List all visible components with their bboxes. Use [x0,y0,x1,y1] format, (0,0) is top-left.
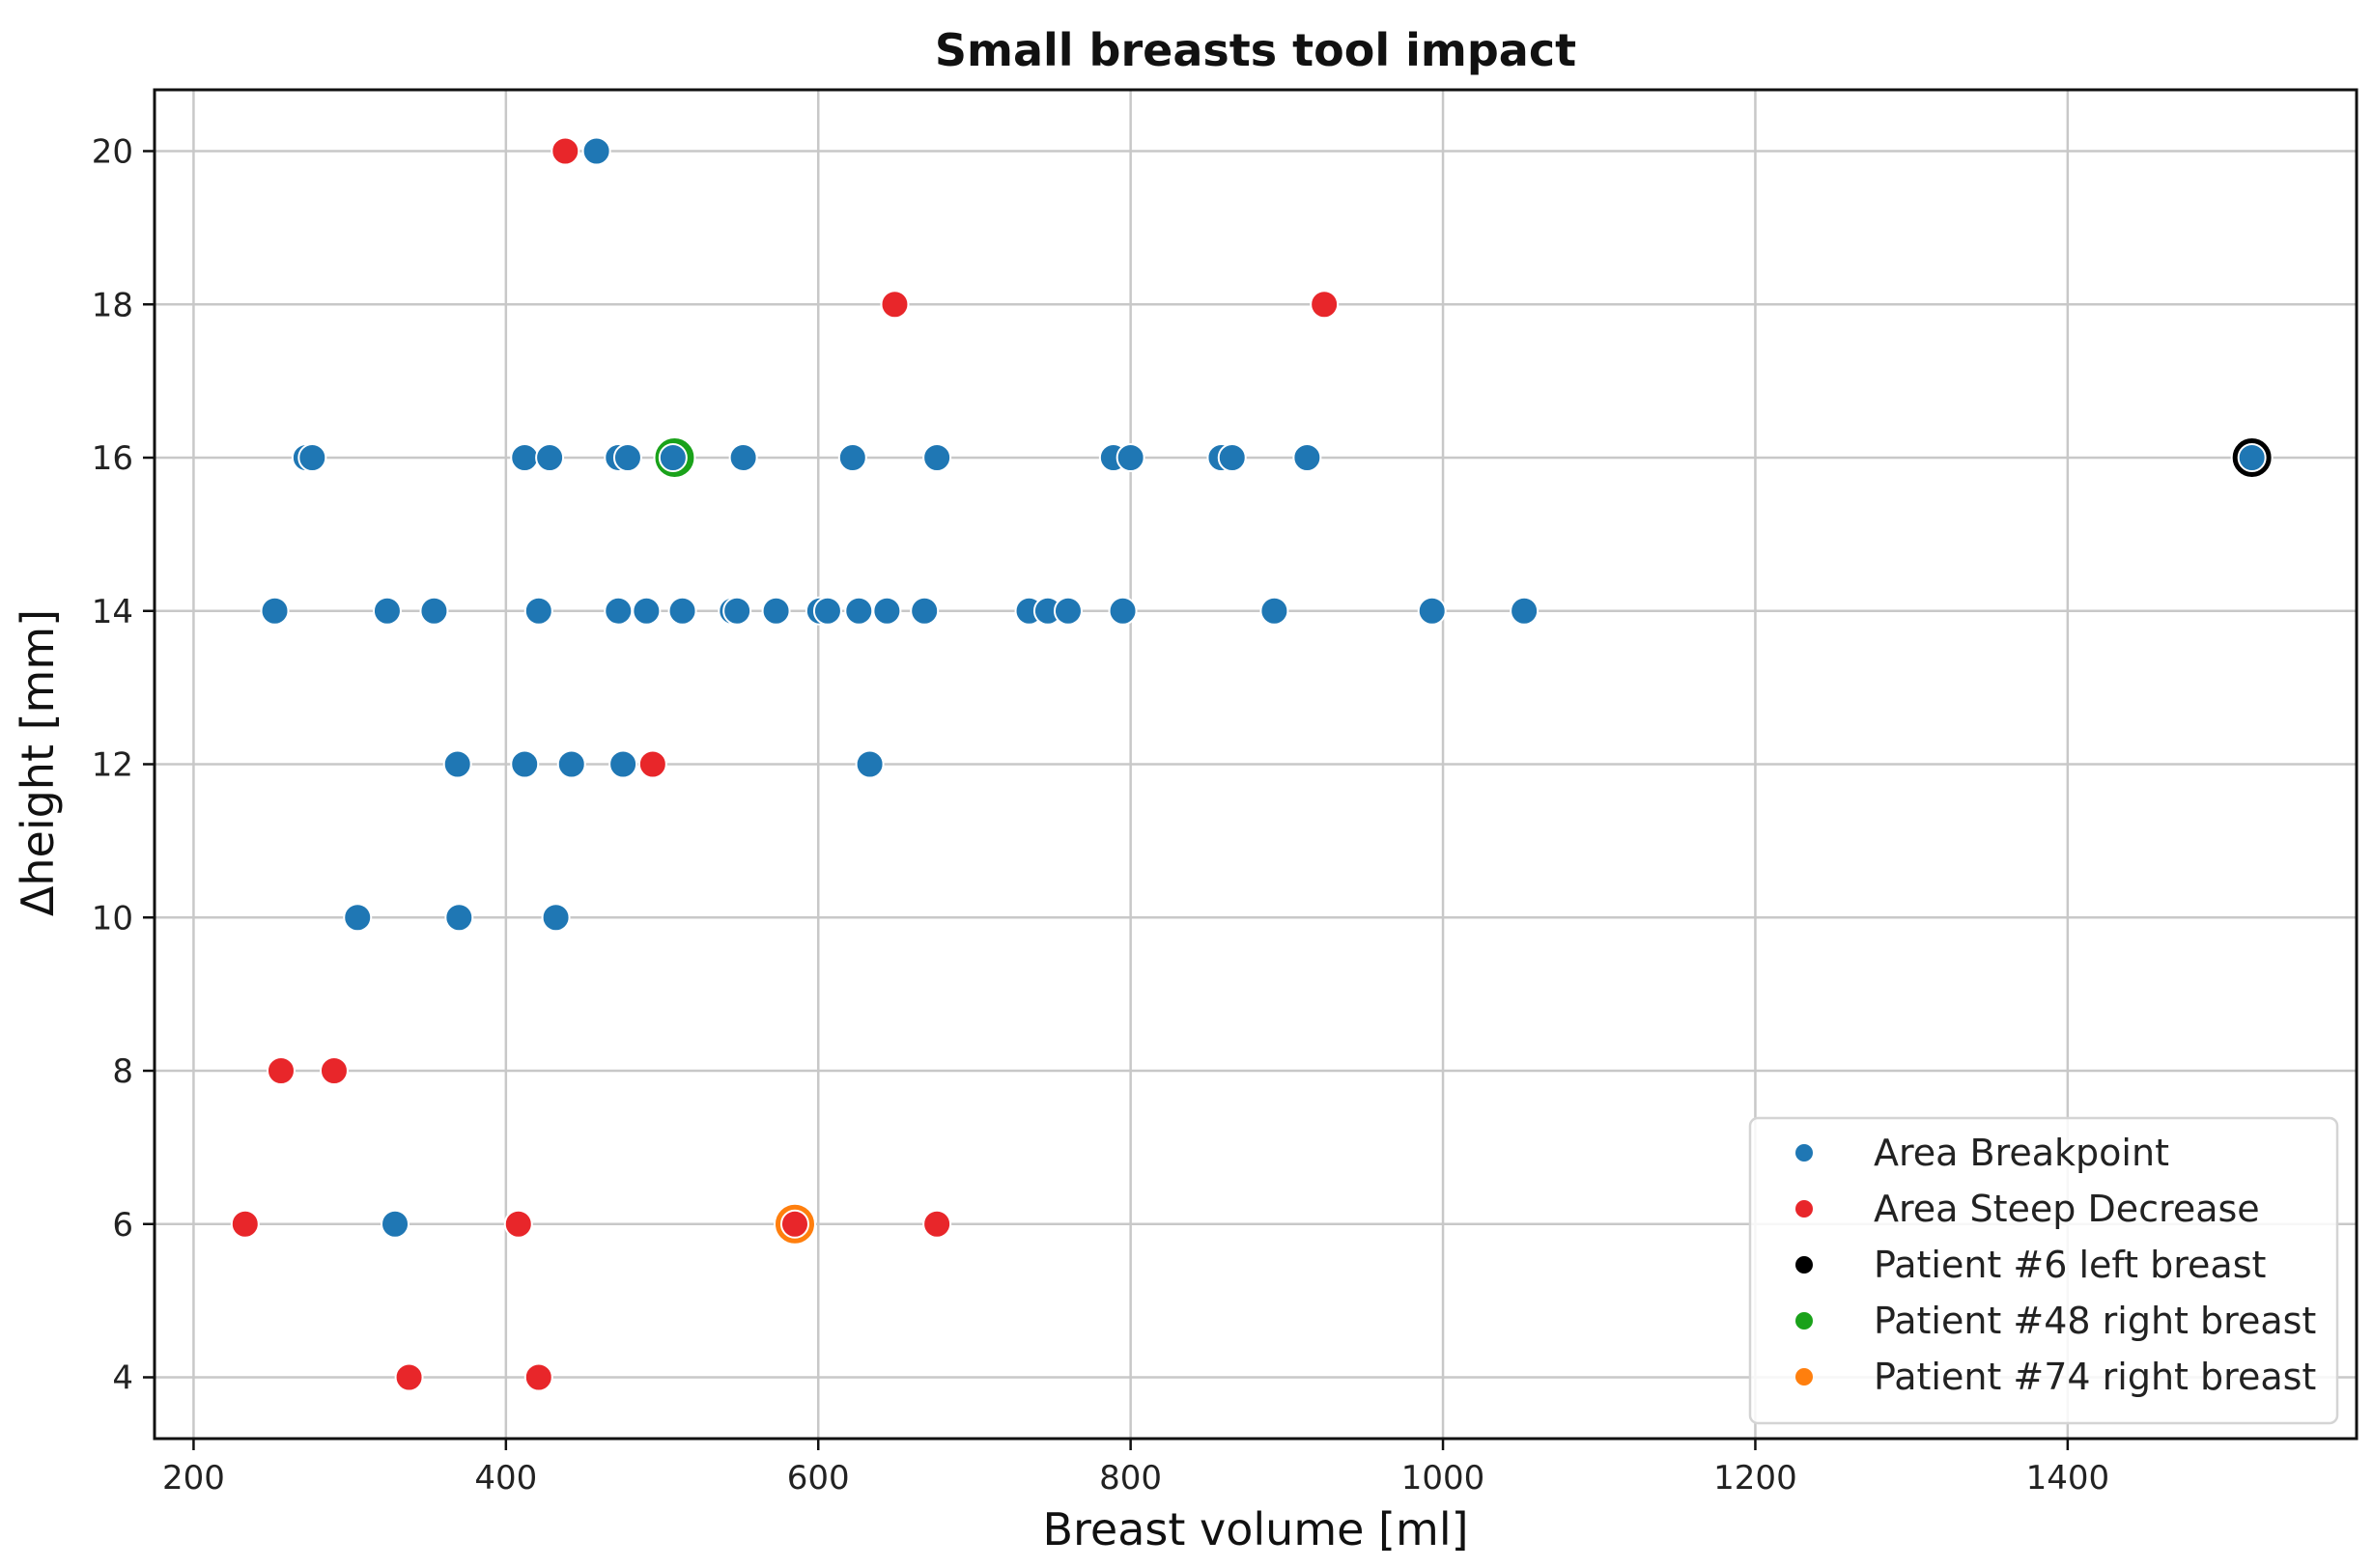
point-area-breakpoint [658,443,688,472]
point-area-breakpoint [604,596,634,626]
x-axis-label: Breast volume [ml] [1042,1503,1468,1555]
data-points [230,136,2274,1392]
point-area-steep-decrease [394,1362,424,1392]
x-tick-label: 600 [787,1459,850,1498]
point-area-breakpoint [1053,596,1083,626]
legend-entry-label: Patient #6 left breast [1874,1244,2266,1286]
y-tick-label: 16 [92,439,133,478]
point-area-breakpoint [844,596,874,626]
point-area-breakpoint [444,903,474,933]
point-area-breakpoint [442,749,472,779]
y-tick-label: 14 [92,593,133,631]
y-tick-label: 18 [92,286,133,324]
legend-marker [1795,1200,1813,1218]
legend-entry-label: Area Steep Decrease [1874,1188,2260,1230]
point-area-breakpoint [667,596,697,626]
point-area-breakpoint [372,596,402,626]
point-area-steep-decrease [637,749,667,779]
x-tick-label: 800 [1099,1459,1162,1498]
point-area-breakpoint [728,443,758,472]
point-area-breakpoint [1217,443,1247,472]
point-area-breakpoint [1292,443,1322,472]
point-area-breakpoint [1417,596,1447,626]
point-area-breakpoint [260,596,290,626]
point-area-breakpoint [837,443,867,472]
point-area-steep-decrease [551,136,580,166]
x-tick-label: 200 [162,1459,225,1498]
chart-title: Small breasts tool impact [935,24,1576,76]
point-area-steep-decrease [880,290,910,320]
point-area-breakpoint [922,443,952,472]
point-area-breakpoint [381,1209,410,1239]
point-area-breakpoint [1510,596,1540,626]
point-area-breakpoint [535,443,565,472]
point-area-steep-decrease [922,1209,952,1239]
point-area-breakpoint [523,596,553,626]
point-area-breakpoint [812,596,842,626]
point-area-breakpoint [1259,596,1289,626]
y-axis-label: Δheight [mm] [12,609,64,916]
point-area-breakpoint [541,903,571,933]
point-area-breakpoint [872,596,902,626]
legend: Area Breakpoint Area Steep Decrease Patien… [1748,1116,2339,1425]
point-area-breakpoint [510,443,540,472]
point-area-breakpoint [855,749,885,779]
y-tick-label: 10 [92,899,133,938]
point-area-breakpoint [1116,443,1145,472]
point-area-breakpoint [510,749,540,779]
legend-marker [1795,1256,1813,1274]
x-tick-label: 400 [474,1459,537,1498]
axis-ticks: 200 400 600 800 1000 1200 1400 4 6 8 10 12 14 16 18 20 [92,133,2109,1498]
legend-marker [1795,1144,1813,1162]
x-tick-label: 1200 [1713,1459,1797,1498]
point-area-breakpoint [910,596,940,626]
y-tick-label: 4 [112,1359,133,1398]
point-area-breakpoint [1108,596,1138,626]
legend-entry-label: Area Breakpoint [1874,1132,2169,1174]
y-tick-label: 6 [112,1206,133,1245]
legend-entry-label: Patient #48 right breast [1874,1300,2316,1342]
x-tick-label: 1400 [2026,1459,2110,1498]
point-area-breakpoint [2237,443,2267,472]
point-area-breakpoint [297,443,327,472]
point-area-breakpoint [343,903,373,933]
legend-marker [1795,1312,1813,1330]
point-area-breakpoint [419,596,449,626]
point-area-breakpoint [581,136,611,166]
point-area-breakpoint [556,749,586,779]
point-area-steep-decrease [1310,290,1340,320]
point-area-steep-decrease [319,1056,349,1085]
legend-entry-label: Patient #74 right breast [1874,1356,2316,1398]
point-area-steep-decrease [266,1056,296,1085]
x-tick-label: 1000 [1401,1459,1485,1498]
point-area-steep-decrease [230,1209,260,1239]
y-tick-label: 8 [112,1052,133,1091]
point-area-steep-decrease [779,1209,809,1239]
point-area-breakpoint [612,443,642,472]
legend-marker [1795,1368,1813,1386]
point-area-steep-decrease [523,1362,553,1392]
legend-box [1748,1116,2339,1425]
point-area-breakpoint [722,596,752,626]
point-area-breakpoint [761,596,791,626]
point-area-steep-decrease [503,1209,533,1239]
point-area-breakpoint [608,749,638,779]
point-area-breakpoint [632,596,662,626]
y-tick-label: 20 [92,133,133,172]
y-tick-label: 12 [92,746,133,785]
